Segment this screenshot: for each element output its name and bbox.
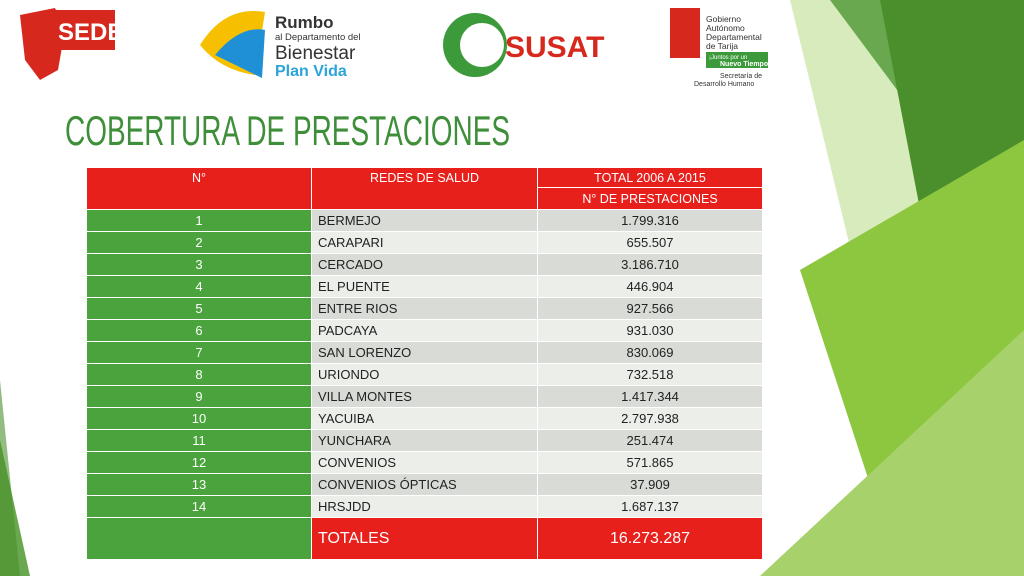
logo-text: Autónomo	[706, 23, 745, 33]
logo-text: Nuevo Tiempo!	[720, 61, 770, 68]
logo-text: Rumbo	[275, 13, 334, 32]
network-name: CONVENIOS	[312, 452, 538, 474]
row-number: 1	[87, 210, 312, 232]
totals-blank	[87, 518, 312, 560]
services-count: 927.566	[538, 298, 763, 320]
services-count: 830.069	[538, 342, 763, 364]
totals-value: 16.273.287	[538, 518, 763, 560]
services-count: 251.474	[538, 430, 763, 452]
services-count: 37.909	[538, 474, 763, 496]
network-name: CERCADO	[312, 254, 538, 276]
services-count: 655.507	[538, 232, 763, 254]
row-number: 7	[87, 342, 312, 364]
network-name: BERMEJO	[312, 210, 538, 232]
services-count: 2.797.938	[538, 408, 763, 430]
network-name: ENTRE RIOS	[312, 298, 538, 320]
row-number: 3	[87, 254, 312, 276]
logo-text: Desarrollo Humano	[694, 81, 754, 88]
services-count: 446.904	[538, 276, 763, 298]
row-number: 12	[87, 452, 312, 474]
row-number: 14	[87, 496, 312, 518]
services-count: 1.417.344	[538, 386, 763, 408]
services-count: 1.799.316	[538, 210, 763, 232]
network-name: CARAPARI	[312, 232, 538, 254]
network-name: VILLA MONTES	[312, 386, 538, 408]
services-count: 931.030	[538, 320, 763, 342]
logo-text: Departamental	[706, 32, 762, 42]
row-number: 13	[87, 474, 312, 496]
logo-text: Plan Vida	[275, 63, 347, 80]
logo-text: SUSAT	[505, 31, 604, 64]
header-cell: N°	[87, 168, 312, 210]
services-count: 1.687.137	[538, 496, 763, 518]
logo-text: Secretaría de	[720, 73, 762, 80]
network-name: URIONDO	[312, 364, 538, 386]
logo-text: al Departamento del	[275, 32, 361, 43]
header-cell: TOTAL 2006 A 2015	[538, 168, 763, 188]
row-number: 11	[87, 430, 312, 452]
slide-title: COBERTURA DE PRESTACIONES	[65, 107, 510, 154]
logo-text: Bienestar	[275, 43, 356, 64]
row-number: 4	[87, 276, 312, 298]
services-count: 571.865	[538, 452, 763, 474]
network-name: YACUIBA	[312, 408, 538, 430]
logo-text: SEDES	[58, 19, 139, 46]
network-name: CONVENIOS ÓPTICAS	[312, 474, 538, 496]
sedes-box	[55, 10, 115, 50]
header-cell: REDES DE SALUD	[312, 168, 538, 210]
row-number: 2	[87, 232, 312, 254]
network-name: EL PUENTE	[312, 276, 538, 298]
row-number: 6	[87, 320, 312, 342]
logo-text: Gobierno	[706, 14, 741, 24]
logo-text: de Tarija	[706, 41, 738, 51]
logo-text: ¡Juntos por un	[709, 55, 747, 61]
row-number: 8	[87, 364, 312, 386]
row-number: 10	[87, 408, 312, 430]
totals-label: TOTALES	[312, 518, 538, 560]
network-name: HRSJDD	[312, 496, 538, 518]
services-count: 732.518	[538, 364, 763, 386]
row-number: 9	[87, 386, 312, 408]
network-name: SAN LORENZO	[312, 342, 538, 364]
network-name: PADCAYA	[312, 320, 538, 342]
header-cell: N° DE PRESTACIONES	[538, 188, 763, 210]
services-count: 3.186.710	[538, 254, 763, 276]
row-number: 5	[87, 298, 312, 320]
network-name: YUNCHARA	[312, 430, 538, 452]
